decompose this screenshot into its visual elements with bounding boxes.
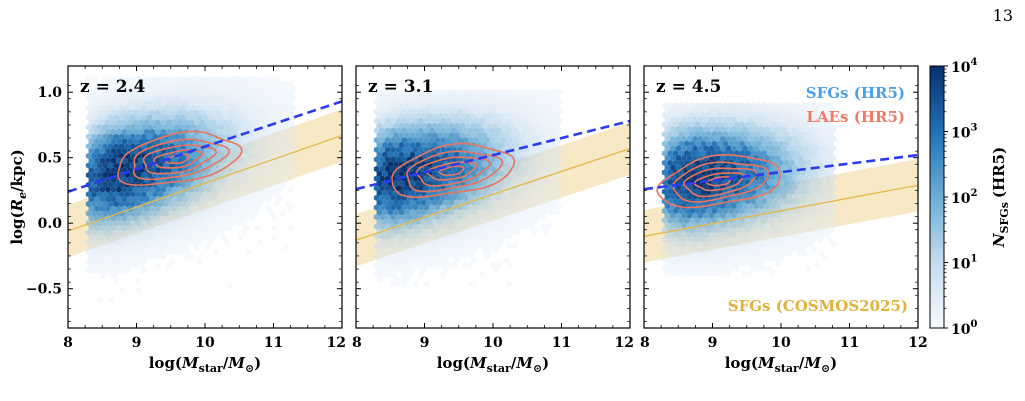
x-tick-label: 8 [63, 335, 73, 351]
y-tick-label: 1.0 [38, 85, 63, 101]
y-tick-label: −0.5 [26, 282, 62, 298]
colorbar-tick-label: 102 [951, 188, 977, 207]
x-tick-label: 9 [132, 335, 142, 351]
colorbar-tick-label: 104 [951, 57, 977, 76]
redshift-label: z = 3.1 [368, 77, 433, 97]
y-tick-label: 0.5 [38, 151, 62, 167]
x-tick-label: 12 [327, 335, 346, 351]
colorbar-label-sub: SFGs [998, 202, 1011, 233]
colorbar-label-tail: (HR5) [990, 147, 1008, 198]
sfg-hexbin-density [85, 75, 297, 304]
panel-z4p5: 8 9 10 11 12 z = 4.5 log(Mstar/M⊙) [640, 65, 928, 375]
hr5-fit-line [68, 100, 342, 193]
colorbar-ticks: 104 103 102 101 100 [944, 57, 977, 338]
redshift-label: z = 2.4 [80, 77, 145, 97]
sfg-hexbin-density [373, 89, 563, 288]
colorbar-tick-label: 103 [951, 123, 977, 142]
x-axis-label: log(Mstar/M⊙) [437, 354, 550, 375]
cosmos-fit-line [356, 147, 630, 241]
x-tick-label: 8 [640, 335, 650, 351]
x-axis-label: log(Mstar/M⊙) [725, 354, 838, 375]
panel-z2p4: 8 9 10 11 12 1.0 0.5 0.0 −0.5 z = 2.4 log(Mstar/M⊙… [26, 65, 346, 375]
colorbar-label: NSFGs (HR5) [990, 147, 1011, 248]
colorbar-tick-label: 101 [951, 254, 977, 273]
x-tick-label: 9 [420, 335, 430, 351]
colorbar-tick-label: 100 [951, 319, 977, 338]
x-tick-label: 11 [840, 335, 859, 351]
x-tick-label: 9 [708, 335, 718, 351]
cosmos-fit-line [644, 184, 918, 237]
y-axis-label: log(Re/kpc) [8, 149, 29, 244]
legend-sfg-cosmos: SFGs (COSMOS2025) [728, 297, 908, 315]
x-tick-label: 8 [352, 335, 362, 351]
hr5-fit-line [644, 153, 918, 191]
x-tick-label: 11 [264, 335, 283, 351]
panel-z3p1: 8 9 10 11 12 z = 3.1 log(Mstar/M⊙) [352, 65, 634, 375]
colorbar [929, 65, 945, 329]
hr5-fit-line [356, 119, 630, 191]
x-axis-label: log(Mstar/M⊙) [149, 354, 262, 375]
legend-lae-hr5: LAEs (HR5) [806, 108, 905, 126]
colorbar-label-n: N [990, 232, 1008, 248]
redshift-label: z = 4.5 [656, 77, 721, 97]
cosmos-fit-line [68, 134, 342, 232]
x-tick-label: 11 [552, 335, 571, 351]
x-tick-label: 10 [195, 335, 215, 351]
x-tick-label: 10 [771, 335, 791, 351]
page-number: 13 [992, 6, 1013, 25]
legend-sfg-hr5: SFGs (HR5) [806, 84, 905, 102]
y-tick-label: 0.0 [38, 216, 63, 232]
x-tick-label: 12 [615, 335, 634, 351]
lae-contours [656, 153, 781, 209]
x-tick-label: 10 [483, 335, 503, 351]
lae-contours [117, 130, 243, 186]
x-tick-label: 12 [908, 335, 927, 351]
